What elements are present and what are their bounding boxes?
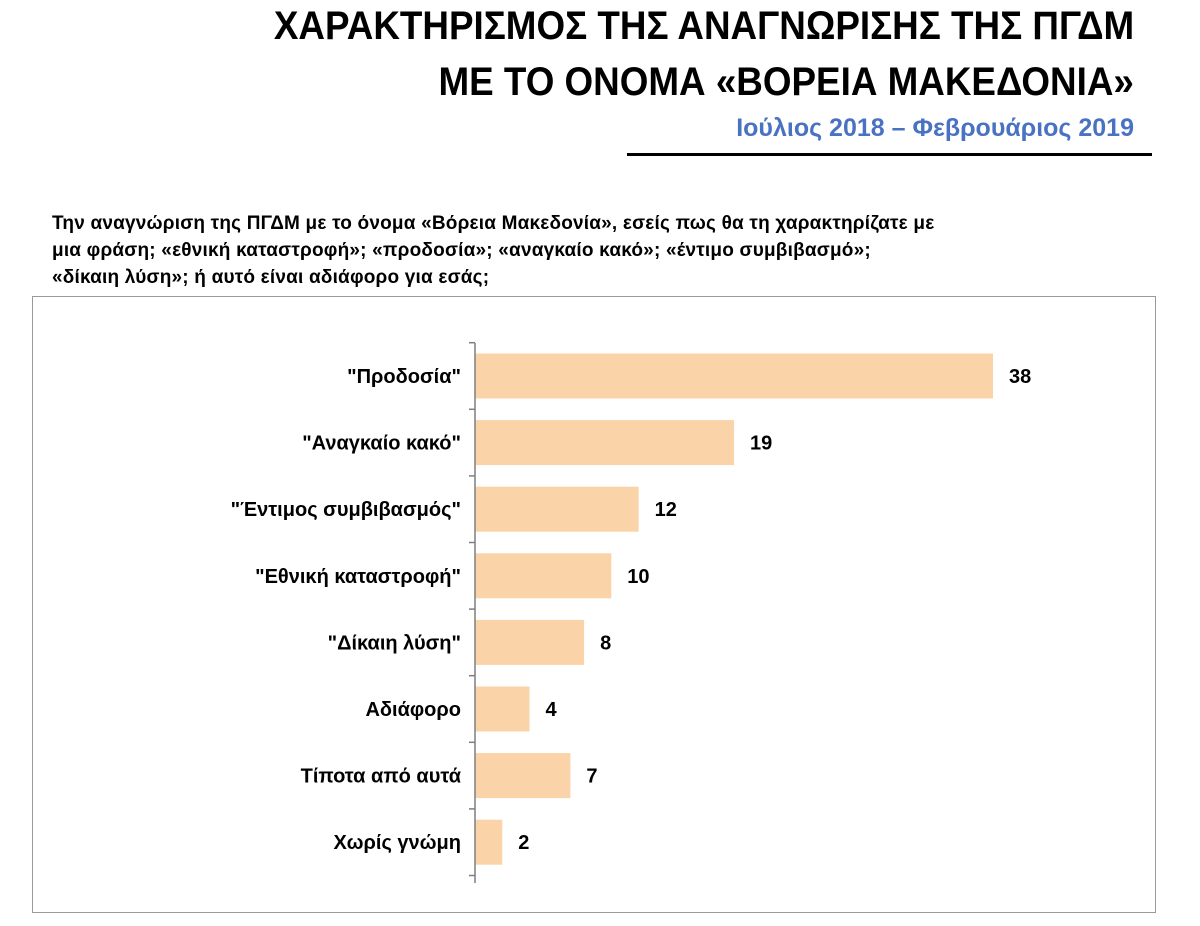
bar-3 [475, 486, 639, 532]
data-label-1: 38 [1009, 366, 1031, 388]
data-label-4: 10 [627, 566, 649, 588]
bar-chart: "Προδοσία" 38 "Αναγκαίο κακό" 19 "Έντιμος συ… [231, 341, 1031, 883]
chart-frame: "Προδοσία" 38 "Αναγκαίο κακό" 19 "Έντιμος συ… [32, 296, 1156, 913]
category-label-1: "Προδοσία" [347, 366, 461, 388]
category-label-8: Χωρίς γνώμη [334, 832, 461, 854]
bar-2 [475, 420, 734, 466]
title-underline [627, 153, 1152, 156]
data-label-3: 12 [655, 499, 677, 521]
question-line-3: «δίκαιη λύση»; ή αυτό είναι αδιάφορο για… [52, 267, 490, 288]
data-label-2: 19 [750, 433, 772, 455]
question-line-2: μια φράση; «εθνική καταστροφή»; «προδοσί… [52, 240, 871, 261]
question-line-1: Την αναγνώριση της ΠΓΔΜ με το όνομα «Βόρ… [52, 213, 935, 234]
bar-8 [475, 819, 503, 865]
bar-7 [475, 753, 571, 799]
bar-1 [475, 353, 993, 399]
category-label-5: "Δίκαιη λύση" [328, 632, 461, 654]
page-title-line-2: ΜΕ ΤΟ ΟΝΟΜΑ «ΒΟΡΕΙΑ ΜΑΚΕΔΟΝΙΑ» [438, 60, 1134, 104]
category-label-4: "Εθνική καταστροφή" [255, 566, 461, 588]
data-label-8: 2 [518, 832, 529, 854]
category-label-7: Τίποτα από αυτά [301, 766, 462, 788]
category-label-3: "Έντιμος συμβιβασμός" [231, 499, 461, 521]
category-label-2: "Αναγκαίο κακό" [302, 433, 461, 455]
data-label-6: 4 [546, 699, 558, 721]
page-title-line-1: ΧΑΡΑΚΤΗΡΙΣΜΟΣ ΤΗΣ ΑΝΑΓΝΩΡΙΣΗΣ ΤΗΣ ΠΓΔΜ [273, 4, 1134, 48]
bar-4 [475, 553, 612, 599]
bar-5 [475, 619, 585, 665]
survey-question: Την αναγνώριση της ΠΓΔΜ με το όνομα «Βόρ… [52, 210, 1142, 291]
data-label-7: 7 [586, 766, 597, 788]
data-label-5: 8 [600, 632, 611, 654]
page-subtitle: Ιούλιος 2018 – Φεβρουάριος 2019 [736, 114, 1134, 142]
bar-6 [475, 686, 530, 732]
category-label-6: Αδιάφορο [365, 699, 461, 721]
